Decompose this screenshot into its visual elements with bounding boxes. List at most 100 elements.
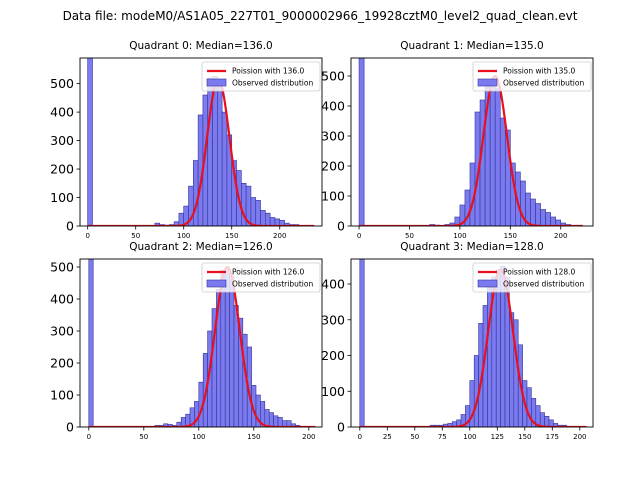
histogram-bar (277, 417, 283, 427)
histogram-bar (260, 210, 266, 226)
figure-suptitle: Data file: modeM0/AS1A05_227T01_90000029… (63, 9, 578, 23)
legend-patch-swatch (477, 279, 498, 288)
histogram-bar-zero (359, 259, 365, 427)
histogram-bar (494, 87, 501, 226)
quadrant-3-title: Quadrant 3: Median=128.0 (400, 241, 543, 253)
y-tick-label: 100 (321, 189, 345, 204)
histogram-bar (550, 216, 556, 226)
x-tick-label: 150 (247, 433, 260, 441)
histogram-bar (473, 355, 479, 427)
histogram-bar (268, 412, 274, 427)
x-tick-label: 150 (225, 232, 238, 240)
legend-box (201, 262, 321, 293)
histogram-bar (221, 111, 228, 226)
x-tick-label: 75 (438, 433, 447, 441)
histogram-bar-zero (88, 259, 94, 427)
legend-patch-label: Observed distribution (503, 79, 584, 88)
x-tick-label: 0 (85, 232, 89, 240)
legend-line-label: Poission with 126.0 (232, 268, 305, 277)
histogram-bar (217, 86, 223, 226)
legend-patch-swatch (477, 78, 498, 87)
histogram-bar (544, 415, 550, 427)
y-tick-label: 400 (321, 277, 345, 292)
quadrant-2-legend: Poission with 126.0 Observed distribution (201, 262, 321, 293)
y-tick-label: 500 (50, 76, 74, 91)
legend-patch-label: Observed distribution (232, 79, 313, 88)
y-tick-label: 300 (50, 324, 74, 339)
axes-frame (79, 57, 323, 227)
histogram-bar (273, 415, 279, 427)
histogram-bar (539, 412, 545, 427)
histogram-bar (233, 305, 239, 427)
quadrant-1-plot-area (358, 58, 583, 226)
x-tick-label: 100 (463, 433, 476, 441)
histogram-bar (250, 197, 257, 226)
legend-line-label: Poission with 136.0 (232, 67, 305, 76)
x-tick-label: 25 (383, 433, 392, 441)
y-tick-label: 200 (50, 162, 74, 177)
x-tick-label: 50 (410, 433, 419, 441)
quadrant-2-title: Quadrant 2: Median=126.0 (129, 241, 272, 253)
legend-line-label: Poission with 128.0 (503, 268, 576, 277)
y-tick-label: 300 (321, 312, 345, 327)
legend-patch-label: Observed distribution (503, 280, 584, 289)
histogram-bar (264, 409, 270, 427)
quadrant-1-title: Quadrant 1: Median=135.0 (400, 40, 543, 52)
legend-patch-swatch (206, 279, 227, 288)
histogram-bar-zero (87, 58, 93, 226)
quadrant-0-title: Quadrant 0: Median=136.0 (129, 40, 272, 52)
legend-line-label: Poission with 135.0 (503, 67, 576, 76)
y-tick-label: 0 (66, 219, 74, 234)
y-tick-label: 200 (321, 159, 345, 174)
y-tick-label: 0 (337, 219, 345, 234)
x-tick-label: 0 (357, 232, 361, 240)
quadrant-0-panel: Quadrant 0: Median=136.00100200300400500… (50, 40, 323, 240)
y-tick-label: 500 (321, 69, 345, 84)
axes-frame (350, 258, 594, 428)
y-tick-label: 100 (50, 388, 74, 403)
x-tick-label: 150 (504, 232, 517, 240)
quadrant-1-legend: Poission with 135.0 Observed distribution (472, 61, 592, 92)
histogram-bar (526, 387, 532, 427)
histogram-bar (540, 209, 546, 226)
axes-frame (79, 258, 323, 428)
legend-box (201, 61, 321, 92)
panels: Quadrant 0: Median=136.00100200300400500… (50, 40, 594, 441)
legend-box (472, 61, 592, 92)
legend-patch-label: Observed distribution (232, 280, 313, 289)
x-tick-label: 0 (87, 433, 91, 441)
histogram-bar (269, 217, 276, 226)
x-tick-label: 175 (546, 433, 559, 441)
x-tick-label: 50 (405, 232, 414, 240)
x-tick-label: 100 (453, 232, 466, 240)
y-tick-label: 100 (321, 384, 345, 399)
x-tick-label: 100 (177, 232, 190, 240)
histogram-bar (255, 200, 261, 226)
histogram-bar-zero (358, 58, 365, 226)
x-tick-label: 0 (358, 433, 362, 441)
y-tick-label: 100 (50, 190, 74, 205)
legend-patch-swatch (206, 78, 227, 87)
x-tick-label: 200 (573, 433, 586, 441)
x-tick-label: 200 (273, 232, 286, 240)
x-tick-label: 200 (554, 232, 567, 240)
y-tick-label: 400 (321, 99, 345, 114)
quadrant-2-plot-area (88, 259, 316, 427)
histogram-bar (193, 160, 199, 226)
histogram-bar (220, 269, 226, 427)
x-tick-label: 100 (192, 433, 205, 441)
histogram-bar (535, 203, 541, 226)
histogram-bar (499, 117, 506, 226)
histogram-bar (265, 212, 271, 226)
x-tick-label: 150 (518, 433, 531, 441)
axes-frame (350, 57, 594, 227)
y-tick-label: 200 (50, 356, 74, 371)
y-tick-label: 300 (321, 129, 345, 144)
y-tick-label: 200 (321, 348, 345, 363)
quadrant-0-legend: Poission with 136.0 Observed distribution (201, 61, 321, 92)
quadrant-2-panel: Quadrant 2: Median=126.00100200300400500… (50, 241, 323, 441)
quadrant-1-panel: Quadrant 1: Median=135.00100200300400500… (321, 40, 594, 240)
histogram-bar (495, 269, 501, 427)
poisson-curve (87, 78, 315, 226)
